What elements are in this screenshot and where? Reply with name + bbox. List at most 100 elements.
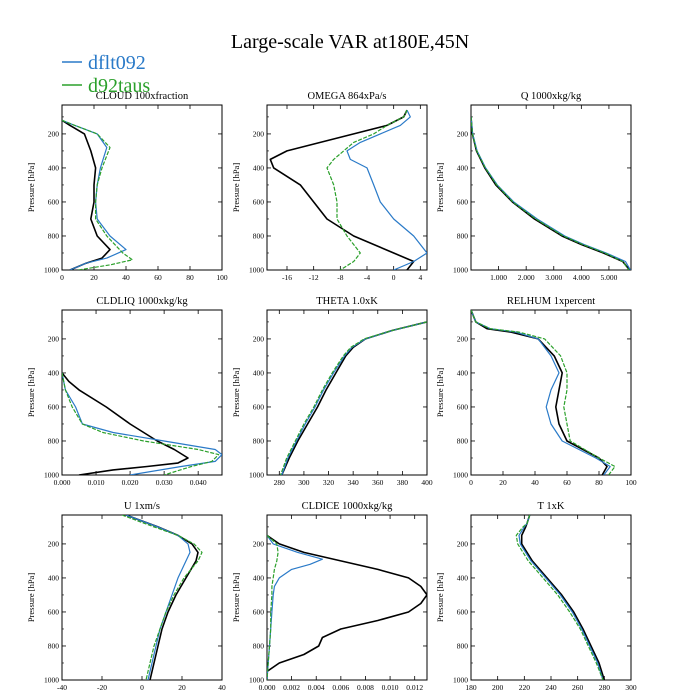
legend-label-dflt092: dflt092 — [88, 52, 146, 74]
series-line-dflt092 — [125, 515, 191, 680]
x-tick-label: 40 — [531, 478, 539, 487]
series-line-d92taus — [267, 534, 279, 680]
series-line-d92taus — [471, 310, 616, 475]
y-tick-label: 200 — [457, 129, 469, 138]
x-tick-label: 400 — [421, 478, 433, 487]
x-tick-label: 20 — [90, 273, 98, 282]
y-tick-label: 1000 — [453, 266, 468, 275]
series-line-black — [281, 321, 427, 475]
series-line-d92taus — [62, 372, 220, 475]
x-tick-label: 0 — [469, 478, 473, 487]
x-tick-label: -40 — [57, 683, 67, 692]
plot-frame — [470, 104, 632, 271]
y-axis-label: Pressure [hPa] — [26, 573, 36, 623]
x-tick-label: 0 — [140, 683, 144, 692]
y-tick-label: 200 — [48, 129, 60, 138]
legend: dflt092 d92taus — [62, 52, 150, 97]
y-tick-label: 200 — [48, 539, 60, 548]
y-tick-label: 1000 — [453, 676, 468, 685]
x-tick-label: 0.030 — [156, 478, 173, 487]
x-tick-label: -4 — [364, 273, 370, 282]
y-tick-label: 1000 — [249, 471, 264, 480]
y-tick-label: 600 — [253, 402, 265, 411]
x-tick-label: -16 — [282, 273, 292, 282]
y-axis-label: Pressure [hPa] — [435, 368, 445, 418]
x-tick-label: 280 — [274, 478, 286, 487]
panel-title: T 1xK — [538, 501, 565, 512]
x-tick-label: 4 — [418, 273, 422, 282]
series-line-black — [520, 515, 606, 680]
x-tick-label: 0.020 — [122, 478, 139, 487]
y-tick-label: 400 — [457, 573, 469, 582]
x-tick-label: -8 — [337, 273, 343, 282]
x-tick-label: 20 — [499, 478, 507, 487]
y-tick-label: 800 — [253, 641, 265, 650]
y-tick-label: 400 — [457, 368, 469, 377]
x-tick-label: 60 — [154, 273, 162, 282]
plot-frame — [470, 514, 632, 681]
x-tick-label: 0 — [392, 273, 396, 282]
series-line-d92taus — [279, 321, 427, 475]
x-tick-label: 0 — [60, 273, 64, 282]
y-tick-label: 200 — [253, 129, 265, 138]
y-tick-label: 600 — [253, 607, 265, 616]
panel-title: CLOUD 100xfraction — [96, 91, 189, 102]
panel-title: RELHUM 1xpercent — [507, 296, 595, 307]
x-tick-label: 0.008 — [357, 683, 374, 692]
y-tick-label: 1000 — [44, 471, 59, 480]
x-tick-label: 280 — [599, 683, 611, 692]
panel-1: OMEGA 864xPa/s 200 400 600 800 1000 -16 -12 -8 -4… — [231, 91, 428, 282]
series-line-black — [62, 372, 189, 475]
panel-2: Q 1000xkg/kg 200 400 600 800 1000 1.000 2.000 3.… — [435, 91, 632, 282]
y-tick-label: 600 — [457, 402, 469, 411]
y-tick-label: 800 — [457, 231, 469, 240]
x-tick-label: 200 — [492, 683, 504, 692]
x-tick-label: -20 — [97, 683, 107, 692]
panel-title: Q 1000xkg/kg — [521, 91, 582, 102]
x-tick-label: 0.010 — [382, 683, 399, 692]
y-axis-label: Pressure [hPa] — [231, 573, 241, 623]
series-line-dflt092 — [471, 116, 631, 270]
x-tick-label: 300 — [625, 683, 637, 692]
series-line-d92taus — [326, 109, 408, 270]
x-tick-label: 0.012 — [406, 683, 423, 692]
x-tick-label: 0.000 — [259, 683, 276, 692]
plot-frame — [266, 309, 428, 476]
panel-title: THETA 1.0xK — [316, 296, 378, 307]
y-tick-label: 400 — [253, 163, 265, 172]
figure-title: Large-scale VAR at180E,45N — [231, 31, 469, 53]
series-line-d92taus — [471, 116, 630, 270]
x-tick-label: 80 — [186, 273, 194, 282]
plot-frame — [266, 514, 428, 681]
y-axis-label: Pressure [hPa] — [231, 368, 241, 418]
x-tick-label: 240 — [545, 683, 557, 692]
y-tick-label: 400 — [48, 368, 60, 377]
x-tick-label: 3.000 — [545, 273, 562, 282]
plot-frame — [61, 514, 223, 681]
y-tick-label: 400 — [253, 368, 265, 377]
x-tick-label: 4.000 — [573, 273, 590, 282]
x-tick-label: 0.006 — [332, 683, 349, 692]
y-tick-label: 400 — [457, 163, 469, 172]
x-tick-label: 0.040 — [190, 478, 207, 487]
y-axis-label: Pressure [hPa] — [231, 163, 241, 213]
x-tick-label: 40 — [218, 683, 226, 692]
x-tick-label: 180 — [465, 683, 477, 692]
y-tick-label: 600 — [48, 197, 60, 206]
y-tick-label: 800 — [48, 641, 60, 650]
y-axis-label: Pressure [hPa] — [435, 573, 445, 623]
y-tick-label: 600 — [457, 607, 469, 616]
y-tick-label: 800 — [457, 641, 469, 650]
series-line-dflt092 — [62, 372, 222, 475]
x-tick-label: 100 — [625, 478, 637, 487]
y-tick-label: 800 — [48, 436, 60, 445]
series-line-dflt092 — [281, 321, 427, 475]
y-tick-label: 200 — [457, 334, 469, 343]
series-line-black — [267, 534, 427, 680]
x-tick-label: 1.000 — [490, 273, 507, 282]
